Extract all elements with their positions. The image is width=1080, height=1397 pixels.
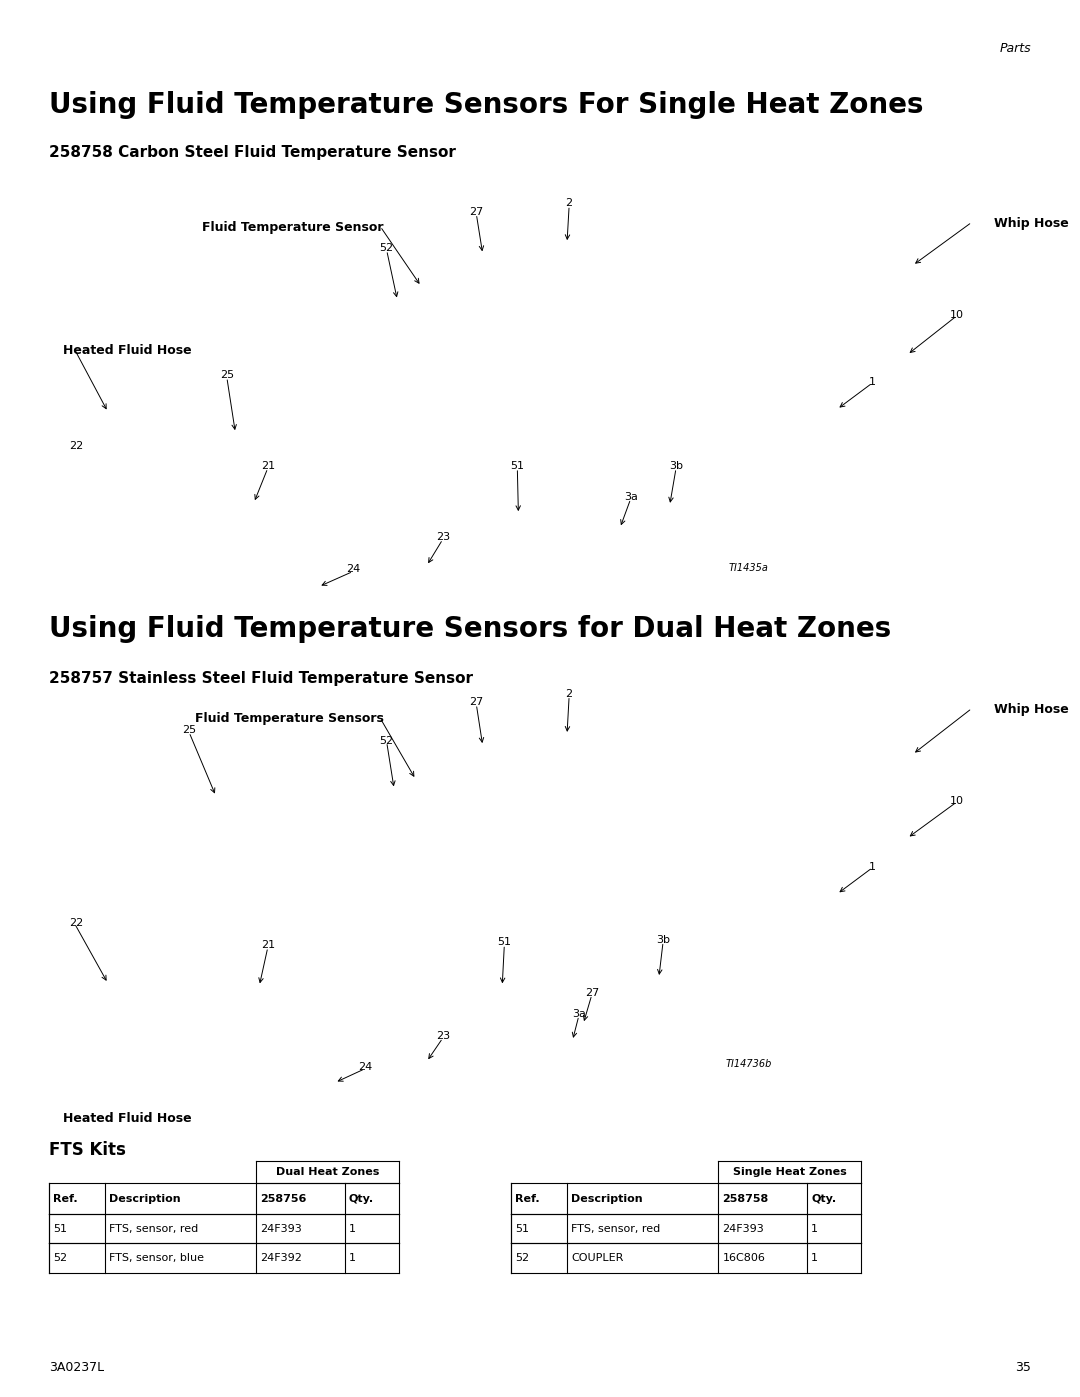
Text: TI1435a: TI1435a — [729, 563, 768, 573]
Text: 22: 22 — [69, 441, 84, 451]
Text: Single Heat Zones: Single Heat Zones — [732, 1166, 847, 1178]
Text: 1: 1 — [349, 1253, 355, 1263]
Text: 27: 27 — [584, 988, 599, 997]
Text: 3A0237L: 3A0237L — [49, 1361, 104, 1373]
Text: Fluid Temperature Sensors: Fluid Temperature Sensors — [194, 712, 383, 725]
Text: Qty.: Qty. — [349, 1193, 374, 1204]
Text: 51: 51 — [498, 937, 511, 947]
Text: Dual Heat Zones: Dual Heat Zones — [275, 1166, 379, 1178]
Text: 27: 27 — [469, 697, 484, 707]
Text: 24: 24 — [357, 1062, 373, 1071]
Text: Heated Fluid Hose: Heated Fluid Hose — [63, 344, 191, 356]
Text: 1: 1 — [811, 1253, 818, 1263]
Text: 52: 52 — [379, 243, 394, 253]
Text: 21: 21 — [260, 461, 275, 471]
Text: 10: 10 — [950, 796, 963, 806]
Text: 258756: 258756 — [260, 1193, 307, 1204]
Text: 35: 35 — [1015, 1361, 1031, 1373]
Text: FTS Kits: FTS Kits — [49, 1141, 125, 1160]
Text: 23: 23 — [435, 532, 450, 542]
Text: 51: 51 — [511, 461, 524, 471]
Text: 51: 51 — [515, 1224, 529, 1234]
Text: 258757 Stainless Steel Fluid Temperature Sensor: 258757 Stainless Steel Fluid Temperature… — [49, 671, 473, 686]
Text: 3b: 3b — [657, 935, 670, 944]
Text: 25: 25 — [219, 370, 234, 380]
Text: FTS, sensor, red: FTS, sensor, red — [109, 1224, 199, 1234]
Text: FTS, sensor, blue: FTS, sensor, blue — [109, 1253, 204, 1263]
Text: 2: 2 — [566, 689, 572, 698]
Text: Ref.: Ref. — [53, 1193, 78, 1204]
Text: 52: 52 — [53, 1253, 67, 1263]
Text: 25: 25 — [181, 725, 197, 735]
Text: 24F392: 24F392 — [260, 1253, 302, 1263]
Text: 24F393: 24F393 — [260, 1224, 302, 1234]
Text: 3a: 3a — [624, 492, 637, 502]
Text: 24: 24 — [346, 564, 361, 574]
Text: 1: 1 — [811, 1224, 818, 1234]
Text: Parts: Parts — [1000, 42, 1031, 54]
Text: 22: 22 — [69, 918, 84, 928]
Text: Fluid Temperature Sensor: Fluid Temperature Sensor — [202, 221, 383, 233]
Text: 258758: 258758 — [723, 1193, 769, 1204]
Text: 258758 Carbon Steel Fluid Temperature Sensor: 258758 Carbon Steel Fluid Temperature Se… — [49, 145, 456, 161]
Text: 16C806: 16C806 — [723, 1253, 766, 1263]
Text: 10: 10 — [950, 310, 963, 320]
Text: 24F393: 24F393 — [723, 1224, 765, 1234]
Text: Description: Description — [571, 1193, 643, 1204]
Text: COUPLER: COUPLER — [571, 1253, 623, 1263]
Text: TI14736b: TI14736b — [726, 1059, 771, 1069]
Text: Ref.: Ref. — [515, 1193, 540, 1204]
Text: 52: 52 — [515, 1253, 529, 1263]
Text: 1: 1 — [869, 862, 876, 872]
Text: Qty.: Qty. — [811, 1193, 836, 1204]
Text: Heated Fluid Hose: Heated Fluid Hose — [63, 1112, 191, 1125]
Text: Description: Description — [109, 1193, 180, 1204]
Text: 3b: 3b — [670, 461, 683, 471]
Text: Whip Hose: Whip Hose — [994, 217, 1068, 229]
Text: 1: 1 — [349, 1224, 355, 1234]
Text: Whip Hose: Whip Hose — [994, 703, 1068, 715]
Text: 3a: 3a — [572, 1009, 585, 1018]
Text: 52: 52 — [379, 736, 394, 746]
Text: 1: 1 — [869, 377, 876, 387]
Text: 23: 23 — [435, 1031, 450, 1041]
Text: 51: 51 — [53, 1224, 67, 1234]
Text: 2: 2 — [566, 198, 572, 208]
Text: Using Fluid Temperature Sensors for Dual Heat Zones: Using Fluid Temperature Sensors for Dual… — [49, 615, 891, 643]
Text: 27: 27 — [469, 207, 484, 217]
Text: 21: 21 — [260, 940, 275, 950]
Text: Using Fluid Temperature Sensors For Single Heat Zones: Using Fluid Temperature Sensors For Sing… — [49, 91, 923, 119]
Text: FTS, sensor, red: FTS, sensor, red — [571, 1224, 661, 1234]
